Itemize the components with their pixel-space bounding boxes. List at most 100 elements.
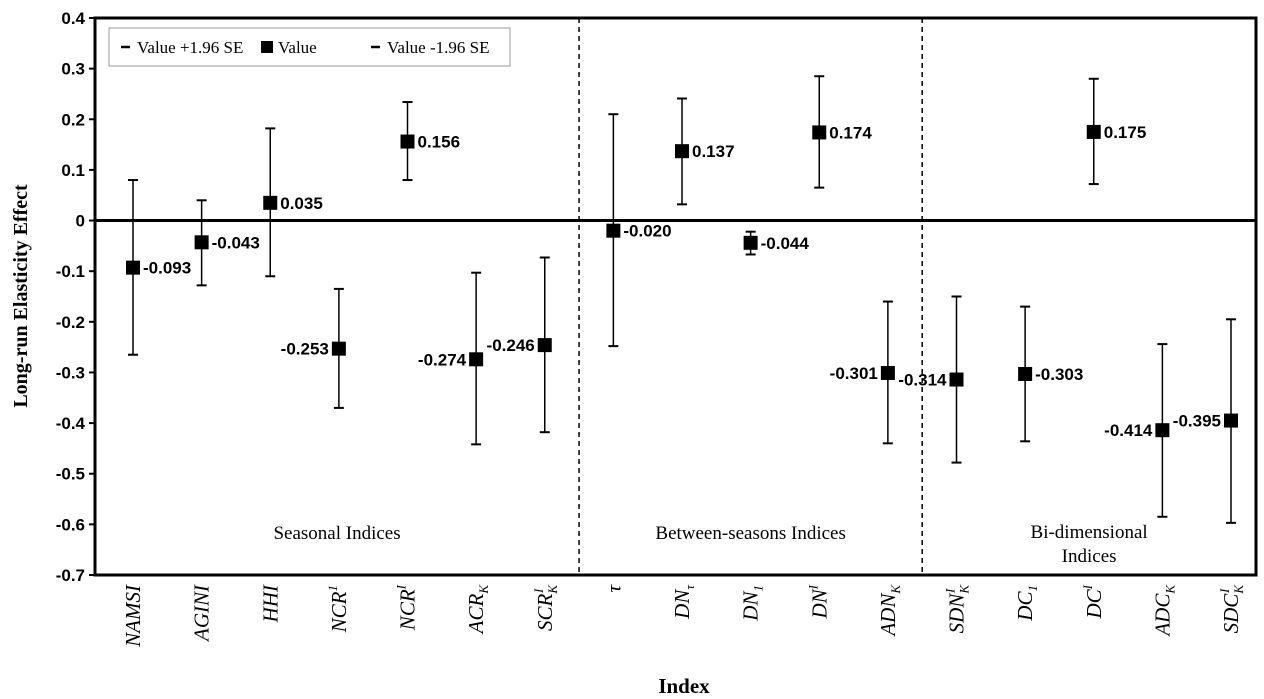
value-marker <box>537 338 552 353</box>
y-tick-label: -0.7 <box>56 566 85 585</box>
error-bar-item: 0.174 <box>812 75 872 189</box>
value-marker <box>469 352 484 367</box>
x-tick-label: NAMSI <box>121 584 145 648</box>
data-label: -0.093 <box>143 259 191 278</box>
x-tick-label-subscript: K <box>476 584 491 595</box>
error-bar-item: -0.043 <box>194 199 260 287</box>
value-marker <box>1086 124 1101 139</box>
legend-label: Value <box>278 38 317 57</box>
x-tick-label-base: SDC <box>1219 593 1243 634</box>
value-marker <box>949 372 964 387</box>
error-bar-item: 0.035 <box>263 127 323 278</box>
error-bar-item: 0.156 <box>400 101 461 182</box>
value-marker <box>263 195 278 210</box>
y-tick-label: 0.2 <box>61 110 85 129</box>
data-label: -0.274 <box>418 350 467 369</box>
x-tick-label-superscript: I <box>943 588 958 594</box>
legend-label: Value -1.96 SE <box>387 38 489 57</box>
y-tick-label: -0.2 <box>56 313 85 332</box>
x-tick-label: ACRK <box>464 584 491 636</box>
group-separators <box>578 18 923 575</box>
y-tick-label: 0.1 <box>61 161 85 180</box>
y-tick-label: 0.4 <box>61 9 85 28</box>
x-tick-label-base: DN <box>807 588 831 619</box>
legend-square-marker <box>261 41 273 53</box>
data-label: 0.137 <box>692 142 735 161</box>
value-marker <box>880 365 895 380</box>
error-bar-item: -0.395 <box>1173 318 1238 524</box>
error-bar-item: -0.253 <box>281 287 346 409</box>
x-tick-label-superscript: I <box>531 588 546 594</box>
error-bar-item: -0.020 <box>606 113 672 348</box>
data-label: -0.020 <box>623 222 671 241</box>
data-label: 0.175 <box>1104 123 1147 142</box>
x-tick-label-base: DN <box>739 591 763 622</box>
error-bar-item: -0.314 <box>898 295 964 464</box>
x-tick-label: AGINI <box>190 584 214 643</box>
legend-border <box>108 27 511 67</box>
x-tick-label: ADCK <box>1150 584 1177 638</box>
error-bar-item: -0.274 <box>418 271 484 446</box>
error-bar-item: -0.414 <box>1104 343 1170 518</box>
error-bar-item: 0.175 <box>1086 77 1147 186</box>
data-label: -0.043 <box>212 233 260 252</box>
x-tick-label-subscript: 1 <box>1025 585 1040 592</box>
x-tick-label: τ <box>601 584 625 593</box>
error-bar-item: -0.303 <box>1018 305 1083 443</box>
x-tick-label: DN1 <box>739 585 766 622</box>
group-label-line: Bi-dimensional <box>1031 522 1148 543</box>
legend-label: Value +1.96 SE <box>137 38 243 57</box>
x-tick-label-superscript: I <box>1080 584 1095 590</box>
y-tick-label: -0.6 <box>56 515 85 534</box>
data-label: 0.035 <box>280 194 323 213</box>
data-label: -0.303 <box>1035 365 1083 384</box>
x-tick-label: SDCKI <box>1217 584 1246 634</box>
x-tick-label-subscript: K <box>957 584 972 595</box>
x-tick-label-base: DC <box>1082 588 1106 619</box>
x-tick-label: DC1 <box>1013 585 1040 622</box>
x-tick-label-base: τ <box>601 584 625 593</box>
x-tick-label-subscript: K <box>1231 584 1246 595</box>
x-tick-label-base: NAMSI <box>121 584 145 648</box>
error-bars: -0.093 -0.043 0.035 -0.253 0.156 -0.274 -0.246… <box>126 75 1238 524</box>
value-marker <box>126 260 140 275</box>
data-label: -0.246 <box>487 336 535 355</box>
x-tick-label-superscript: 1 <box>325 585 340 592</box>
error-bar-item: -0.246 <box>487 256 552 434</box>
value-marker <box>812 125 827 140</box>
legend-box: Value +1.96 SE Value Value -1.96 SE <box>108 27 511 67</box>
x-tick-label-base: HHI <box>258 584 282 623</box>
x-tick-label-base: DC <box>1013 591 1037 622</box>
plot-area-border <box>93 16 1258 577</box>
x-tick-label-base: DN <box>670 589 694 620</box>
y-axis: 0.4 0.3 0.2 0.1 0 -0.1 -0.2 -0.3 -0.4 -0.5 -0.6 -0.… <box>56 9 95 585</box>
data-label: -0.044 <box>761 234 810 253</box>
x-tick-label: DNτ <box>670 584 697 620</box>
value-marker <box>331 341 346 356</box>
data-label: 0.156 <box>418 133 461 152</box>
data-label: -0.301 <box>830 364 878 383</box>
x-tick-label: DNI <box>805 584 831 619</box>
value-marker <box>606 223 621 238</box>
x-tick-label-superscript: I <box>805 584 820 590</box>
legend: Value +1.96 SE Value Value -1.96 SE <box>108 27 511 67</box>
group-label: Between-seasons Indices <box>655 523 845 544</box>
x-tick-label: HHI <box>258 584 282 623</box>
group-label: Seasonal Indices <box>273 523 400 544</box>
group-labels: Seasonal Indices Between-seasons Indices B… <box>273 522 1147 567</box>
x-tick-label-subscript: K <box>1162 584 1177 595</box>
x-tick-label: NCRI <box>394 584 420 631</box>
y-tick-label: -0.3 <box>56 363 85 382</box>
x-tick-label-base: AGINI <box>190 584 214 643</box>
data-label: -0.414 <box>1104 421 1153 440</box>
x-tick-label-base: ADC <box>1150 593 1174 638</box>
data-label: -0.253 <box>281 340 329 359</box>
x-tick-label-base: ACR <box>464 594 488 636</box>
y-tick-label: 0 <box>76 212 85 231</box>
error-bar-item: 0.137 <box>675 97 735 206</box>
plot-frame <box>93 16 1258 577</box>
value-marker <box>675 144 689 159</box>
error-bar-item: -0.301 <box>830 300 895 445</box>
